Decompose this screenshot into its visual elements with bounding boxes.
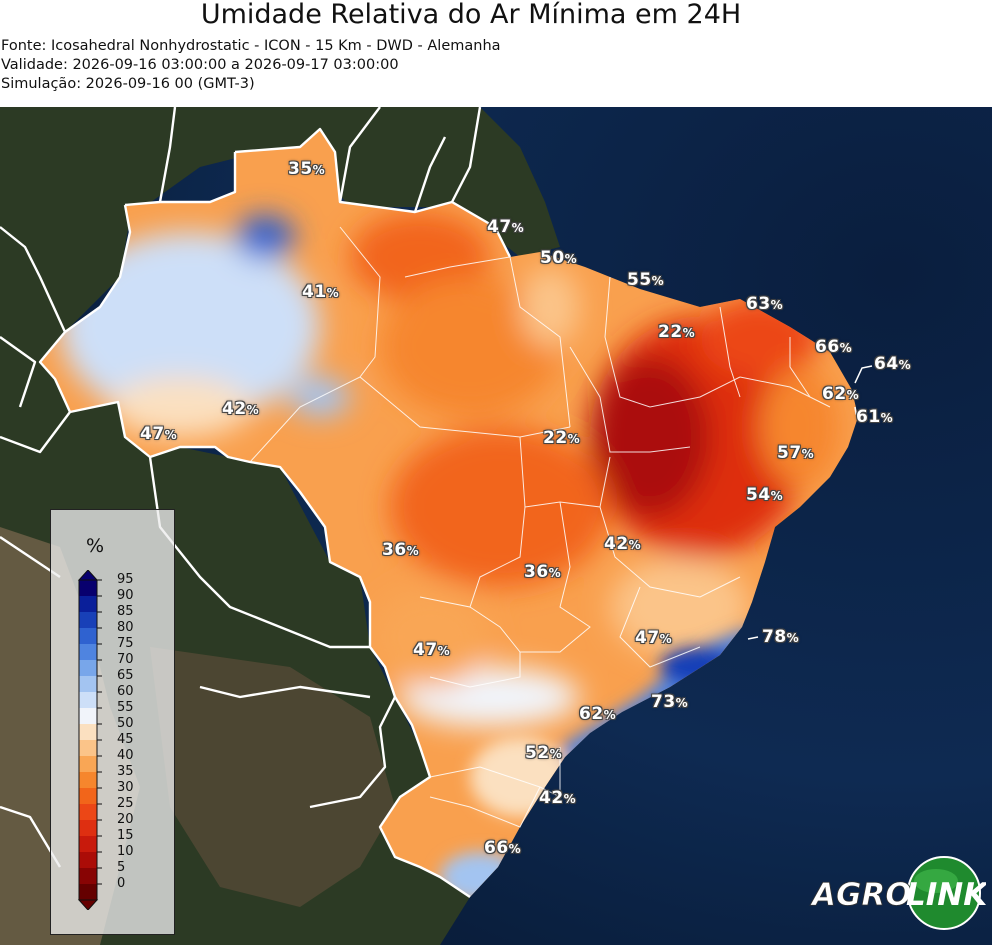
- colorbar-tick-label: 15: [117, 828, 134, 843]
- humidity-label: 61%: [856, 407, 893, 427]
- colorbar-segment: [79, 820, 97, 836]
- humidity-label: 66%: [815, 337, 852, 357]
- colorbar-segment: [79, 836, 97, 852]
- colorbar-tick-label: 0: [117, 876, 126, 891]
- colorbar-segment: [79, 692, 97, 708]
- humidity-label: 47%: [413, 640, 450, 660]
- humidity-label: 47%: [487, 217, 524, 237]
- colorbar-segment: [79, 612, 97, 628]
- humidity-label: 57%: [777, 443, 814, 463]
- legend-unit: %: [85, 535, 105, 557]
- colorbar-segment: [79, 788, 97, 804]
- humidity-label: 35%: [288, 159, 325, 179]
- colorbar-segment: [79, 756, 97, 772]
- colorbar-tick-label: 35: [117, 764, 134, 779]
- validity-text: Validade: 2026-09-16 03:00:00 a 2026-09-…: [1, 57, 399, 73]
- logo-text-link: LINK: [906, 877, 986, 913]
- logo-text-agro: AGRO: [809, 877, 912, 913]
- humidity-label: 42%: [222, 399, 259, 419]
- colorbar-tick-label: 5: [117, 860, 126, 875]
- source-text: Fonte: Icosahedral Nonhydrostatic - ICON…: [1, 38, 501, 54]
- agrolink-logo: AGRO LINK: [809, 856, 986, 930]
- humidity-label: 55%: [627, 270, 664, 290]
- colorbar-segment: [79, 804, 97, 820]
- colorbar-tick-label: 45: [117, 732, 134, 747]
- colorbar-segment: [79, 724, 97, 740]
- colorbar-top-extend: [77, 570, 99, 581]
- colorbar-segment: [79, 580, 97, 596]
- colorbar-tick-label: 90: [117, 588, 134, 603]
- colorbar-segment: [79, 660, 97, 676]
- humidity-label: 50%: [540, 248, 577, 268]
- colorbar-segment: [79, 644, 97, 660]
- humidity-label: 78%: [762, 627, 799, 647]
- colorbar-legend: % 95 90 85 80 75 70 65 60 55 50 45 40 35 30 25 20 15 10 5 0: [50, 509, 175, 935]
- colorbar-segment: [79, 676, 97, 692]
- colorbar-segment: [79, 884, 97, 900]
- humidity-map: 35% 47% 50% 41% 55% 63% 22% 66% 64% 62% …: [0, 107, 992, 945]
- colorbar-segment: [79, 772, 97, 788]
- humidity-label: 47%: [635, 628, 672, 648]
- map-canvas: [0, 107, 992, 945]
- colorbar-tick-label: 30: [117, 780, 134, 795]
- humidity-label: 42%: [604, 534, 641, 554]
- humidity-label: 36%: [524, 562, 561, 582]
- humidity-label: 66%: [484, 838, 521, 858]
- humidity-label: 73%: [651, 692, 688, 712]
- colorbar-tick-label: 20: [117, 812, 134, 827]
- humidity-label: 22%: [543, 428, 580, 448]
- humidity-label: 47%: [140, 424, 177, 444]
- colorbar-segment: [79, 628, 97, 644]
- colorbar-tick-label: 55: [117, 700, 134, 715]
- simulation-text: Simulação: 2026-09-16 00 (GMT-3): [1, 76, 255, 92]
- humidity-label: 22%: [658, 322, 695, 342]
- colorbar-tick-label: 95: [117, 572, 134, 587]
- colorbar-tick-label: 65: [117, 668, 134, 683]
- humidity-label: 42%: [539, 788, 576, 808]
- humidity-label: 64%: [874, 354, 911, 374]
- colorbar-segment: [79, 852, 97, 868]
- humidity-label: 63%: [746, 294, 783, 314]
- colorbar-tick-label: 75: [117, 636, 134, 651]
- colorbar-segment: [79, 708, 97, 724]
- humidity-label: 52%: [525, 743, 562, 763]
- colorbar: [77, 570, 102, 910]
- colorbar-tick-label: 60: [117, 684, 134, 699]
- colorbar-tick-label: 50: [117, 716, 134, 731]
- colorbar-segment: [79, 740, 97, 756]
- humidity-label: 62%: [822, 384, 859, 404]
- humidity-label: 62%: [579, 704, 616, 724]
- country-borders: [0, 107, 512, 898]
- humidity-label: 41%: [302, 282, 339, 302]
- colorbar-tick-label: 40: [117, 748, 134, 763]
- colorbar-bottom-extend: [77, 899, 99, 910]
- chaco-terrain: [150, 647, 395, 907]
- colorbar-tick-label: 85: [117, 604, 134, 619]
- state-borders: [249, 226, 831, 828]
- colorbar-tick-label: 10: [117, 844, 134, 859]
- colorbar-tick-label: 80: [117, 620, 134, 635]
- humidity-label: 36%: [382, 540, 419, 560]
- colorbar-tick-label: 70: [117, 652, 134, 667]
- colorbar-tick-label: 25: [117, 796, 134, 811]
- map-title: Umidade Relativa do Ar Mínima em 24H: [200, 0, 742, 30]
- colorbar-segment: [79, 868, 97, 884]
- humidity-label: 54%: [746, 485, 783, 505]
- colorbar-segment: [79, 596, 97, 612]
